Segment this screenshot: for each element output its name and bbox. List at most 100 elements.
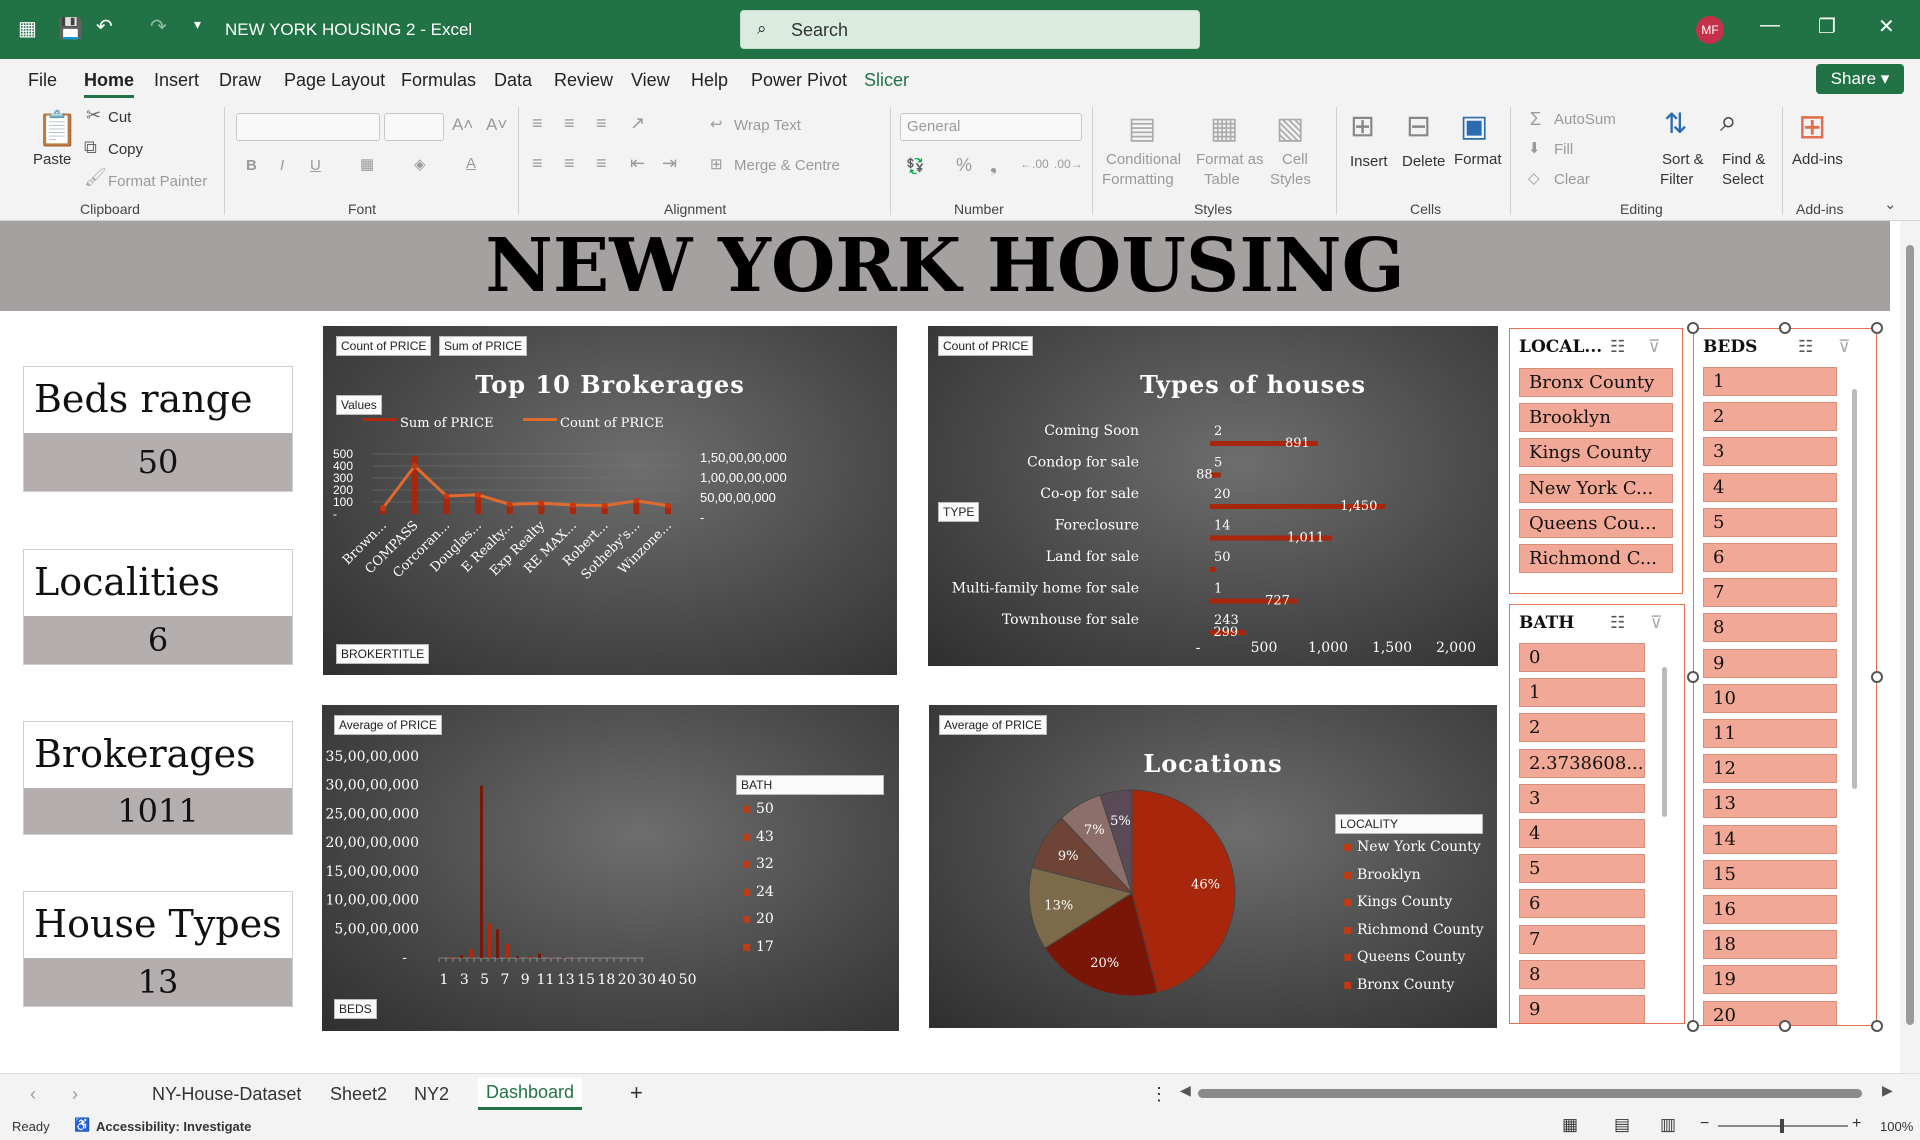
decrease-decimal-icon[interactable]: .00→ — [1054, 157, 1083, 171]
slicer-item[interactable]: 2.3738608... — [1519, 748, 1645, 778]
redo-icon[interactable]: ↷ — [150, 16, 167, 38]
borders-icon[interactable]: ▦ — [360, 156, 375, 173]
count-of-price-button[interactable]: Count of PRICE — [938, 336, 1034, 356]
minimize-icon[interactable]: — — [1760, 14, 1780, 36]
tab-ny-house-dataset[interactable]: NY-House-Dataset — [152, 1084, 302, 1104]
fill-color-icon[interactable]: ◈ — [414, 156, 426, 173]
align-middle-icon[interactable]: ≡ — [564, 113, 575, 133]
restore-icon[interactable]: ❐ — [1818, 16, 1836, 38]
insert-cells-button[interactable]: Insert — [1350, 153, 1388, 170]
number-format-combo[interactable]: General — [900, 113, 1082, 141]
align-right-icon[interactable]: ≡ — [596, 153, 607, 173]
slicer-item[interactable]: 12 — [1703, 754, 1837, 784]
slicer-item[interactable]: 6 — [1703, 543, 1837, 572]
clear-filter-icon[interactable]: ⊽ — [1838, 337, 1851, 356]
prev-sheet-icon[interactable]: ‹ — [30, 1084, 36, 1104]
multi-select-icon[interactable]: ☷ — [1610, 613, 1626, 632]
slicer-scrollbar[interactable] — [1662, 667, 1667, 817]
font-size-combo[interactable] — [384, 113, 444, 141]
page-break-view-icon[interactable]: ▥ — [1660, 1115, 1677, 1134]
customize-qat-icon[interactable]: ▾ — [194, 16, 202, 32]
slicer-item[interactable]: 19 — [1703, 965, 1837, 995]
slicer-item[interactable]: 9 — [1703, 648, 1837, 678]
shrink-font-icon[interactable]: A˅ — [486, 115, 508, 134]
collapse-ribbon-icon[interactable]: ⌄ — [1884, 196, 1897, 213]
orientation-icon[interactable]: ↗ — [630, 113, 646, 133]
wrap-text-button[interactable]: Wrap Text — [734, 117, 801, 134]
find-select-line2[interactable]: Select — [1722, 171, 1764, 188]
slicer-item[interactable]: 3 — [1519, 783, 1645, 813]
fill-button[interactable]: Fill — [1554, 141, 1574, 158]
count-of-price-button[interactable]: Count of PRICE — [336, 336, 432, 356]
format-as-table-line2[interactable]: Table — [1204, 171, 1240, 188]
clear-button[interactable]: Clear — [1554, 171, 1590, 188]
menu-home[interactable]: Home — [84, 70, 135, 98]
beds-chart[interactable]: Average of PRICE 35,00,00,000 30,00,00,00… — [322, 705, 899, 1031]
merge-centre-button[interactable]: Merge & Centre — [734, 157, 840, 174]
close-icon[interactable]: ✕ — [1878, 16, 1895, 38]
zoom-slider-thumb[interactable] — [1780, 1119, 1784, 1133]
percent-icon[interactable]: % — [956, 155, 973, 175]
slicer-item[interactable]: 2 — [1703, 402, 1837, 432]
slicer-item[interactable]: 4 — [1519, 819, 1645, 848]
slicer-item[interactable]: 5 — [1519, 854, 1645, 884]
menu-insert[interactable]: Insert — [154, 70, 200, 90]
average-of-price-button[interactable]: Average of PRICE — [334, 715, 442, 735]
locality-slicer[interactable]: LOCAL... ☷ ⊽ Bronx County Brooklyn Kings C… — [1509, 328, 1683, 594]
types-chart[interactable]: Count of PRICE Types of houses TYPE Comi… — [928, 326, 1498, 666]
menu-page-layout[interactable]: Page Layout — [284, 70, 386, 90]
slicer-item[interactable]: 11 — [1703, 719, 1837, 748]
italic-icon[interactable]: I — [280, 157, 285, 174]
conditional-formatting-line2[interactable]: Formatting — [1102, 171, 1174, 188]
type-filter-button[interactable]: TYPE — [938, 502, 980, 522]
normal-view-icon[interactable]: ▦ — [1562, 1115, 1579, 1134]
align-center-icon[interactable]: ≡ — [564, 153, 575, 173]
decrease-indent-icon[interactable]: ⇤ — [630, 153, 646, 173]
slicer-item[interactable]: Brooklyn — [1519, 403, 1673, 433]
cut-button[interactable]: Cut — [108, 109, 132, 126]
copy-button[interactable]: Copy — [108, 141, 144, 158]
undo-icon[interactable]: ↶ — [96, 16, 113, 38]
vertical-scroll-thumb[interactable] — [1906, 245, 1914, 1025]
paste-icon[interactable]: 📋 — [36, 110, 79, 148]
page-layout-view-icon[interactable]: ▤ — [1614, 1115, 1631, 1134]
align-bottom-icon[interactable]: ≡ — [596, 113, 607, 133]
format-painter-button[interactable]: Format Painter — [108, 173, 208, 190]
slicer-item[interactable]: 13 — [1703, 789, 1837, 819]
underline-icon[interactable]: U — [310, 157, 321, 174]
horizontal-scroll-thumb[interactable] — [1198, 1089, 1862, 1098]
scroll-left-icon[interactable]: ◀ — [1180, 1082, 1191, 1098]
slicer-item[interactable]: 0 — [1519, 643, 1645, 672]
font-name-combo[interactable] — [236, 113, 380, 141]
resize-handle[interactable] — [1871, 1020, 1883, 1032]
accessibility-status[interactable]: Accessibility: Investigate — [96, 1119, 252, 1134]
slicer-item[interactable]: 9 — [1519, 995, 1645, 1023]
format-as-table-line1[interactable]: Format as — [1196, 151, 1264, 168]
multi-select-icon[interactable]: ☷ — [1798, 337, 1814, 356]
cell-styles-line1[interactable]: Cell — [1282, 151, 1308, 168]
resize-handle[interactable] — [1871, 322, 1883, 334]
align-top-icon[interactable]: ≡ — [532, 113, 543, 133]
slicer-item[interactable]: 5 — [1703, 507, 1837, 537]
menu-view[interactable]: View — [631, 70, 670, 90]
menu-slicer[interactable]: Slicer — [864, 70, 910, 90]
next-sheet-icon[interactable]: › — [72, 1084, 78, 1104]
sort-filter-line1[interactable]: Sort & — [1662, 151, 1704, 168]
resize-handle[interactable] — [1779, 322, 1791, 334]
beds-slicer[interactable]: BEDS ☷ ⊽ 1 2 3 4 5 6 7 8 9 10 11 12 13 14 15 16 18 19 20 — [1693, 328, 1877, 1026]
vertical-scrollbar[interactable] — [1900, 221, 1920, 1073]
find-select-line1[interactable]: Find & — [1722, 151, 1766, 168]
slicer-item[interactable]: 16 — [1703, 895, 1837, 924]
slicer-item[interactable]: 15 — [1703, 859, 1837, 889]
format-cells-button[interactable]: Format — [1454, 151, 1502, 168]
multi-select-icon[interactable]: ☷ — [1610, 337, 1626, 356]
slicer-item[interactable]: 1 — [1703, 367, 1837, 396]
brokertitle-filter-button[interactable]: BROKERTITLE — [336, 644, 430, 664]
scroll-right-icon[interactable]: ▶ — [1882, 1082, 1893, 1098]
share-button[interactable]: Share ▾ — [1816, 64, 1904, 94]
tab-ny2[interactable]: NY2 — [414, 1084, 450, 1104]
slicer-item[interactable]: 3 — [1703, 437, 1837, 467]
beds-filter-button[interactable]: BEDS — [334, 999, 377, 1019]
tab-dashboard[interactable]: Dashboard — [478, 1078, 583, 1110]
slicer-item[interactable]: Richmond C... — [1519, 544, 1673, 573]
